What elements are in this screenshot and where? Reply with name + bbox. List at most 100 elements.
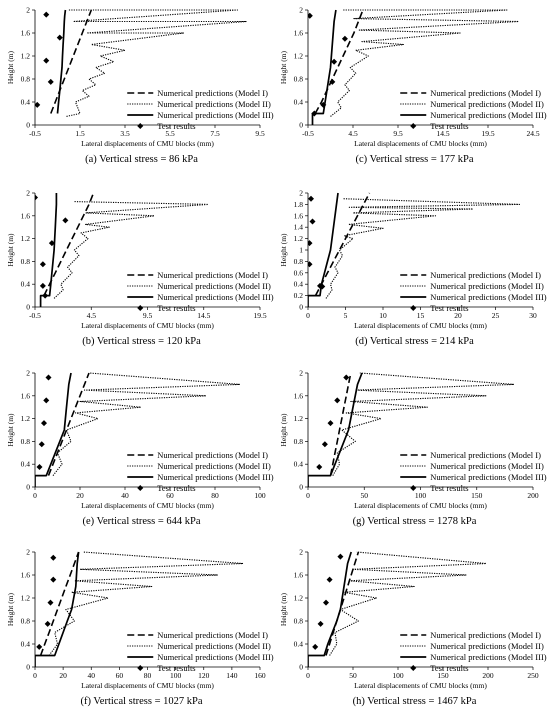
legend-label: Numerical predictions (Model I): [430, 270, 541, 280]
test-result-marker: [337, 553, 344, 560]
y-tick-label: 0: [299, 483, 303, 492]
y-tick-label: 0: [26, 303, 30, 312]
test-result-marker: [326, 576, 333, 583]
test-result-marker: [311, 110, 318, 117]
y-tick-label: 1.6: [21, 211, 31, 220]
legend-label: Test results: [430, 303, 468, 313]
series-line-solid: [308, 551, 353, 667]
panel-caption: (c) Vertical stress = 177 kPa: [356, 154, 474, 165]
x-tick-label: 100: [254, 491, 266, 500]
test-result-marker: [308, 240, 313, 247]
y-tick-label: 2: [26, 189, 30, 198]
x-tick-label: 50: [349, 671, 357, 680]
y-axis-title: Height (m): [6, 592, 15, 626]
series-group: [308, 192, 521, 307]
y-tick-label: 2: [299, 369, 303, 378]
y-tick-label: 0.6: [294, 268, 304, 277]
series-group: [308, 551, 487, 667]
test-result-marker: [320, 101, 327, 108]
test-result-marker: [317, 282, 323, 289]
series-line-dotted: [53, 201, 209, 299]
x-axis-title: Lateral displacements of CMU blocks (mm): [354, 501, 487, 510]
x-tick-label: 40: [121, 491, 129, 500]
x-tick-label: 10: [379, 311, 387, 320]
legend-label: Test results: [157, 303, 195, 313]
y-tick-label: 1.8: [294, 200, 304, 209]
series-line-dotted: [332, 372, 515, 476]
legend-marker: [410, 123, 417, 129]
legend-label: Numerical predictions (Model I): [157, 88, 268, 98]
y-tick-label: 0.4: [21, 280, 31, 289]
legend: Numerical predictions (Model I) Numerical…: [400, 270, 547, 313]
test-result-marker: [50, 576, 57, 583]
x-tick-label: 14.5: [436, 129, 449, 138]
y-tick-label: 0: [26, 121, 30, 130]
x-axis-title: Lateral displacements of CMU blocks (mm): [354, 139, 487, 148]
x-tick-label: 80: [211, 491, 219, 500]
test-result-marker: [312, 643, 319, 650]
legend-marker: [137, 485, 144, 491]
y-tick-label: 0.4: [294, 640, 304, 649]
y-tick-label: 0.8: [21, 257, 31, 266]
test-result-marker: [308, 12, 313, 19]
y-tick-label: 0.8: [294, 617, 304, 626]
legend-marker: [410, 305, 417, 311]
series-line-dashed: [329, 372, 352, 476]
legend-label: Numerical predictions (Model I): [157, 270, 268, 280]
y-tick-label: 1.2: [21, 52, 31, 61]
x-axis-title: Lateral displacements of CMU blocks (mm): [354, 321, 487, 330]
panel-caption: (d) Vertical stress = 214 kPa: [355, 336, 474, 347]
test-result-marker: [39, 261, 46, 268]
legend-label: Numerical predictions (Model III): [430, 292, 547, 302]
y-tick-label: 0.8: [21, 437, 31, 446]
y-tick-label: 0.4: [21, 640, 31, 649]
legend-label: Test results: [157, 663, 195, 673]
y-tick-label: 2: [26, 548, 30, 557]
legend-label: Numerical predictions (Model III): [430, 110, 547, 120]
x-tick-label: 3.5: [120, 129, 130, 138]
legend-label: Numerical predictions (Model I): [430, 88, 541, 98]
legend-label: Numerical predictions (Model II): [157, 641, 271, 651]
legend-label: Numerical predictions (Model III): [430, 652, 547, 662]
y-tick-label: 0.8: [294, 75, 304, 84]
series-line-dashed: [43, 192, 95, 296]
series-line-solid: [311, 9, 337, 125]
test-result-marker: [317, 620, 324, 627]
x-tick-label: 0: [33, 671, 37, 680]
legend-label: Numerical predictions (Model III): [157, 110, 274, 120]
x-tick-label: 160: [254, 671, 266, 680]
legend-label: Numerical predictions (Model II): [430, 641, 544, 651]
legend-marker: [410, 665, 417, 671]
x-tick-label: 150: [437, 671, 449, 680]
legend-marker: [137, 123, 144, 129]
legend-label: Numerical predictions (Model II): [430, 99, 544, 109]
y-tick-label: 2: [299, 6, 303, 15]
test-result-marker: [308, 261, 313, 268]
x-tick-label: 40: [88, 671, 96, 680]
y-axis-title: Height (m): [279, 233, 288, 267]
y-tick-label: 1.2: [21, 594, 31, 603]
y-axis-title: Height (m): [279, 50, 288, 84]
y-tick-label: 0: [26, 663, 30, 672]
panel-c: -0.5 4.5 9.5 14.5 19.5 24.5 0 0.4 0.8 1.2 1.6 2 Late…: [279, 6, 547, 166]
x-tick-label: 120: [198, 671, 210, 680]
test-result-marker: [62, 217, 69, 224]
y-tick-label: 1.2: [21, 234, 31, 243]
test-result-marker: [47, 78, 54, 85]
legend-label: Test results: [430, 483, 468, 493]
x-tick-label: 50: [361, 491, 369, 500]
y-tick-label: 0.4: [21, 98, 31, 107]
test-result-marker: [321, 441, 328, 448]
y-tick-label: 1.6: [21, 571, 31, 580]
test-result-marker: [41, 420, 47, 427]
y-tick-label: 0.8: [294, 437, 304, 446]
panel-d: 0 5 10 15 20 25 30 0 0.2 0.4 0.6 0.8 1 1.2 1.4 1.6 1.8 2 L…: [279, 189, 547, 348]
test-result-marker: [44, 620, 51, 627]
x-tick-label: 0: [306, 491, 310, 500]
panel-caption: (a) Vertical stress = 86 kPa: [85, 154, 198, 165]
test-result-marker: [43, 397, 50, 404]
x-tick-label: 0: [33, 491, 37, 500]
test-result-marker: [35, 101, 41, 108]
series-line-dotted: [52, 372, 241, 476]
